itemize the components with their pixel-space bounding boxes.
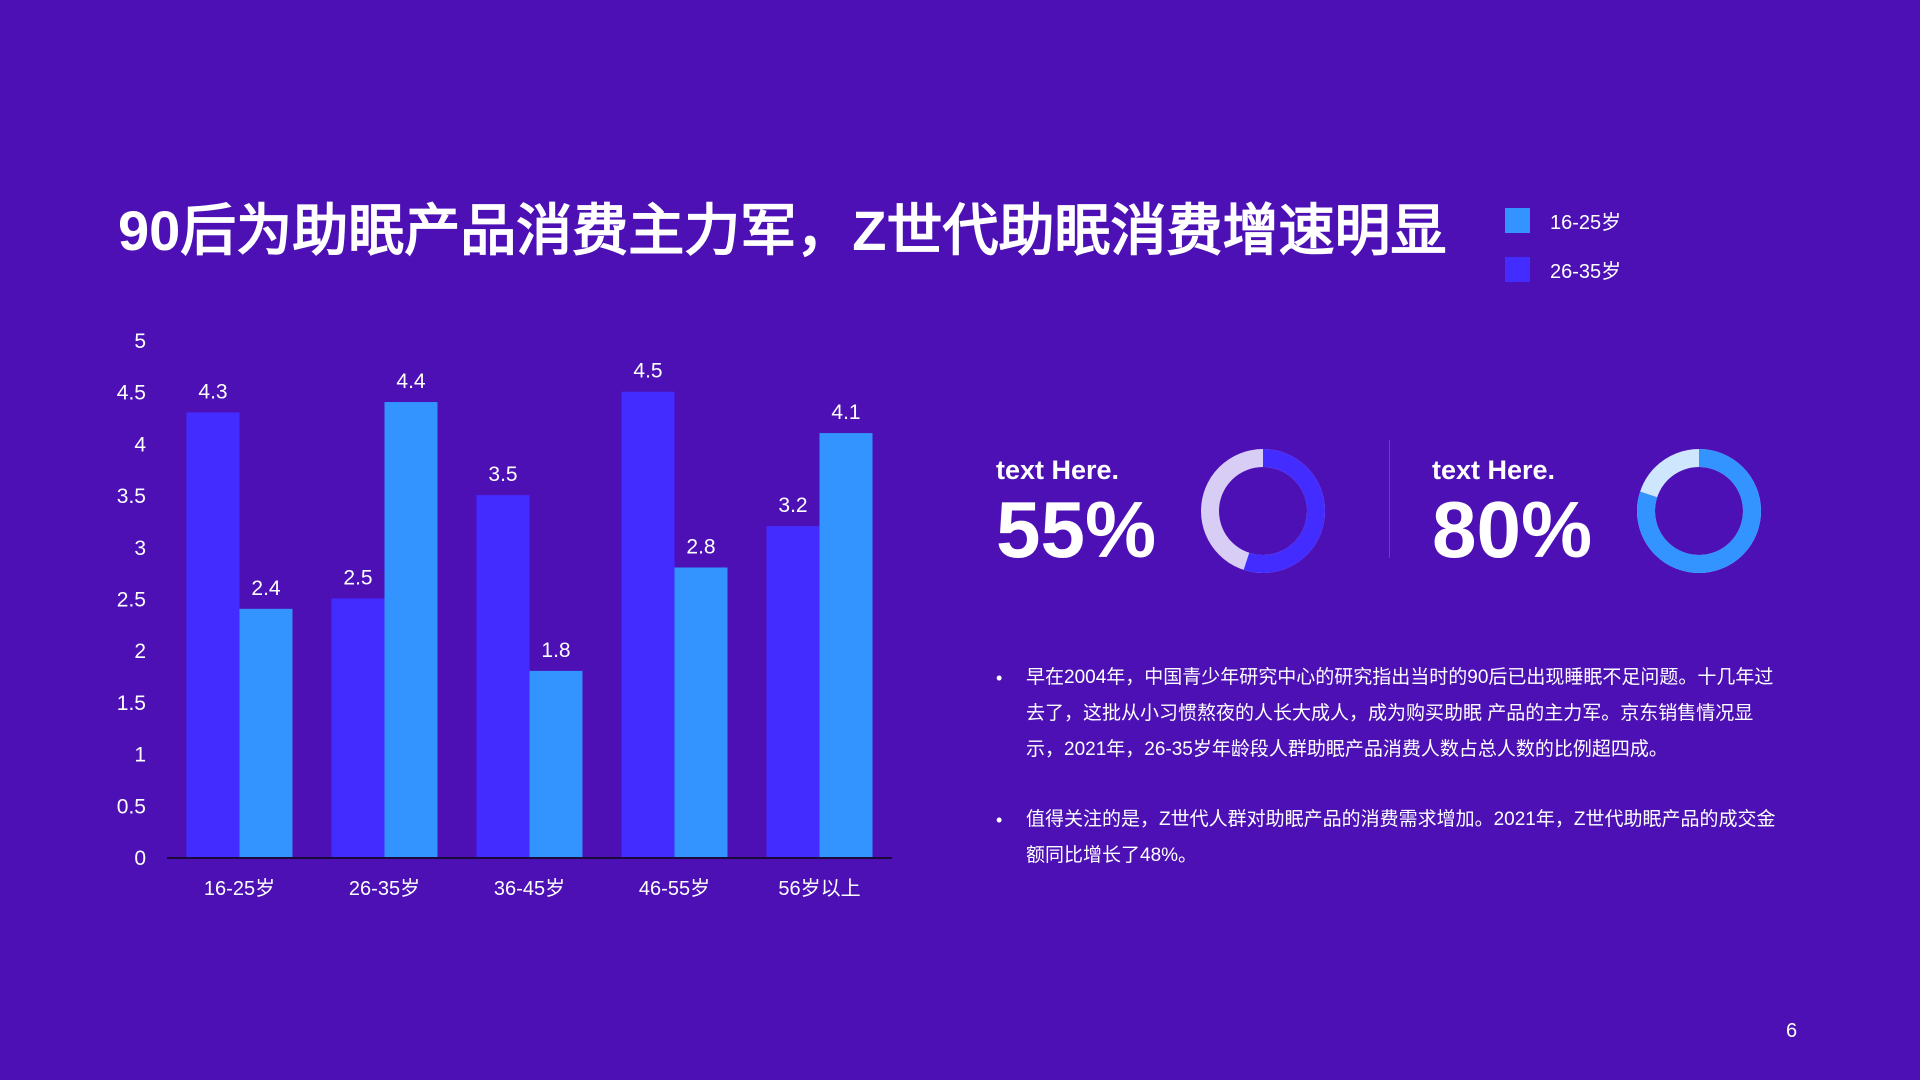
bar bbox=[819, 433, 873, 857]
data-label: 4.3 bbox=[198, 380, 227, 403]
x-tick-label: 16-25岁 bbox=[204, 877, 275, 900]
donut-arc bbox=[1637, 449, 1761, 573]
bar bbox=[674, 567, 728, 857]
data-label: 4.4 bbox=[396, 370, 426, 393]
stat-label: text Here. bbox=[1432, 455, 1556, 485]
data-label: 2.4 bbox=[251, 577, 281, 600]
y-tick-label: 4 bbox=[134, 433, 146, 456]
chart-legend: 16-25岁 26-35岁 bbox=[1505, 196, 1621, 294]
data-label: 2.8 bbox=[686, 535, 715, 558]
x-tick-label: 56岁以上 bbox=[778, 877, 860, 900]
bullet-item: • 早在2004年，中国青少年研究中心的研究指出当时的90后已出现睡眠不足问题。… bbox=[996, 660, 1776, 768]
bar bbox=[766, 526, 820, 857]
slide-title: 90后为助眠产品消费主力军，Z世代助眠消费增速明显 bbox=[118, 199, 1447, 262]
stat-value: 80% bbox=[1432, 485, 1593, 574]
data-label: 4.5 bbox=[633, 360, 662, 383]
legend-label: 26-35岁 bbox=[1550, 261, 1622, 283]
stat-block-1: text Here. 55% bbox=[996, 455, 1156, 570]
y-tick-label: 3.5 bbox=[117, 485, 146, 508]
page-number: 6 bbox=[1786, 1020, 1798, 1042]
bar bbox=[331, 598, 385, 857]
bullet-text: 值得关注的是，Z世代人群对助眠产品的消费需求增加。2021年，Z世代助眠产品的成… bbox=[1026, 809, 1776, 866]
legend-item: 26-35岁 bbox=[1505, 245, 1621, 294]
legend-swatch bbox=[1505, 208, 1530, 233]
bar-chart: 0 0.5 1 1.5 2 2.5 3 3.5 4 4.5 5 4.3 2.4 16-25岁 2.5 4.4 2… bbox=[117, 330, 892, 900]
data-label: 3.5 bbox=[488, 463, 517, 486]
stat-label: text Here. bbox=[996, 455, 1120, 485]
bar bbox=[186, 412, 240, 857]
donut-chart-2 bbox=[1637, 449, 1761, 573]
donut-arc bbox=[1201, 449, 1325, 573]
x-tick-label: 26-35岁 bbox=[349, 877, 420, 900]
bar bbox=[239, 608, 293, 857]
stat-value: 55% bbox=[996, 485, 1157, 574]
x-tick-label: 46-55岁 bbox=[639, 877, 710, 900]
bullet-dot-icon: • bbox=[996, 668, 1003, 688]
y-tick-label: 0.5 bbox=[117, 795, 146, 818]
legend-label: 16-25岁 bbox=[1550, 212, 1622, 234]
y-tick-label: 5 bbox=[134, 330, 146, 353]
bullet-list: • 早在2004年，中国青少年研究中心的研究指出当时的90后已出现睡眠不足问题。… bbox=[996, 660, 1776, 908]
divider bbox=[1389, 440, 1390, 558]
y-tick-label: 2.5 bbox=[117, 589, 146, 612]
y-tick-label: 4.5 bbox=[117, 382, 146, 405]
legend-item: 16-25岁 bbox=[1505, 196, 1621, 245]
bullet-dot-icon: • bbox=[996, 810, 1003, 830]
bullet-text: 早在2004年，中国青少年研究中心的研究指出当时的90后已出现睡眠不足问题。十几… bbox=[1026, 667, 1774, 760]
data-label: 1.8 bbox=[541, 639, 570, 662]
y-tick-label: 1 bbox=[134, 744, 146, 767]
y-tick-label: 1.5 bbox=[117, 692, 146, 715]
bar bbox=[621, 391, 675, 857]
legend-swatch bbox=[1505, 257, 1530, 282]
y-tick-label: 2 bbox=[134, 640, 146, 663]
bar bbox=[476, 495, 530, 857]
data-label: 3.2 bbox=[778, 494, 807, 517]
x-tick-label: 36-45岁 bbox=[494, 877, 565, 900]
data-label: 2.5 bbox=[343, 567, 372, 590]
y-tick-label: 3 bbox=[134, 537, 146, 560]
stat-block-2: text Here. 80% bbox=[1432, 455, 1592, 570]
bullet-item: • 值得关注的是，Z世代人群对助眠产品的消费需求增加。2021年，Z世代助眠产品… bbox=[996, 802, 1776, 874]
y-tick-label: 0 bbox=[134, 847, 146, 870]
bar bbox=[529, 670, 583, 857]
data-label: 4.1 bbox=[831, 401, 860, 424]
donut-chart-1 bbox=[1201, 449, 1325, 573]
bar bbox=[384, 402, 438, 857]
